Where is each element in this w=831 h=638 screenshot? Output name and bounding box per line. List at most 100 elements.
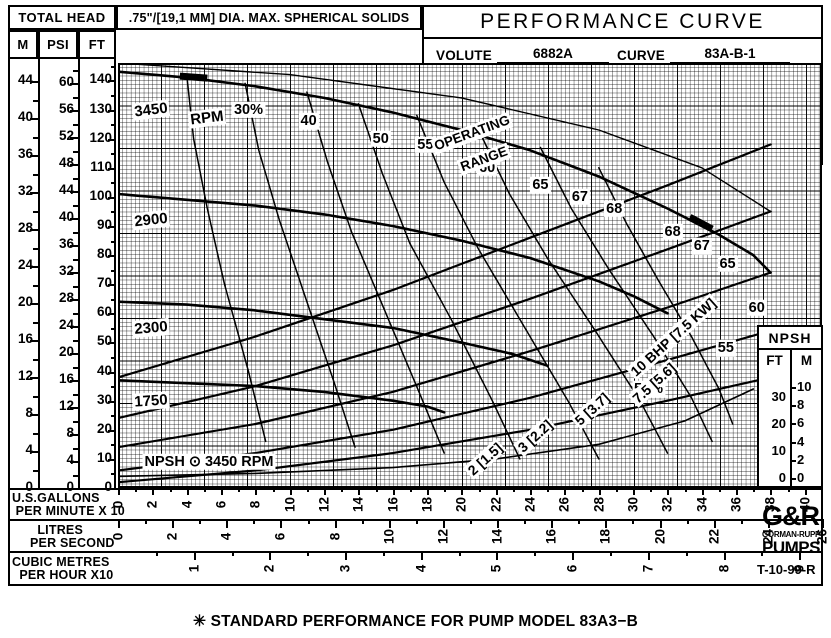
- x-tickmark: [420, 551, 423, 560]
- x-halftick: [253, 519, 256, 525]
- x-tickmark: [289, 488, 292, 495]
- y-tickmark: [70, 191, 78, 194]
- x-halftick: [470, 519, 472, 525]
- y-tick-psi-56: 56: [58, 101, 74, 117]
- efficiency-label-10: 65: [717, 255, 738, 273]
- x-halftick: [581, 488, 584, 493]
- x-tick-8: 8: [247, 500, 263, 509]
- x-tickmark: [701, 488, 704, 495]
- x-tickmark: [770, 488, 773, 495]
- x-tick-6: 6: [564, 564, 580, 573]
- y-halftick: [111, 357, 116, 359]
- x-tickmark: [667, 488, 670, 495]
- curve-value: 83A-B-1: [670, 46, 791, 63]
- head-curve-2300: [118, 300, 549, 368]
- x-tickmark: [530, 488, 533, 495]
- y-halftick: [73, 420, 78, 423]
- x-tickmark: [172, 519, 175, 528]
- y-tick-ft-140: 140: [89, 71, 112, 87]
- y-tick-m-20: 20: [17, 294, 33, 310]
- y-halftick: [111, 269, 116, 272]
- y-tick-ft-110: 110: [90, 158, 112, 174]
- head-curve-1750: [118, 378, 446, 414]
- y-halftick: [111, 95, 116, 98]
- left-axis-frame: [8, 59, 116, 488]
- y-tick-ft-120: 120: [89, 129, 112, 145]
- x-tickmark: [598, 488, 601, 495]
- x-tick-30: 30: [625, 496, 641, 513]
- y-halftick: [73, 474, 78, 477]
- y-tick-m-16: 16: [17, 331, 33, 347]
- x-tick-16: 16: [385, 496, 401, 513]
- y-halftick: [73, 447, 78, 450]
- y-halftick: [73, 231, 78, 234]
- y-tickmark: [30, 118, 38, 121]
- x-tickmark: [647, 551, 650, 560]
- y-halftick: [111, 473, 116, 476]
- y-tick-psi-28: 28: [58, 290, 74, 306]
- operating-range-marker-left: [179, 72, 208, 82]
- y-halftick: [111, 298, 116, 301]
- y-tick-ft-10: 10: [96, 449, 112, 465]
- power-curve-10: [118, 143, 772, 379]
- operating-range-marker-right: [688, 214, 714, 233]
- y-tickmark: [108, 429, 116, 432]
- gorman-rupp-logo: G&R: [762, 501, 820, 531]
- x-halftick: [458, 551, 461, 557]
- x-halftick: [203, 488, 206, 493]
- x-tick-20: 20: [453, 496, 469, 513]
- x-halftick: [375, 488, 378, 493]
- x-tickmark: [193, 551, 196, 560]
- npsh-m-tickmark: [790, 441, 796, 444]
- x-tickmark: [736, 488, 739, 495]
- x-tick-2: 2: [144, 500, 160, 509]
- x-tickmark: [280, 519, 283, 528]
- doc-code: T-10-99-R: [757, 562, 816, 577]
- y-tick-psi-20: 20: [58, 344, 74, 360]
- y-tick-psi-52: 52: [58, 128, 74, 144]
- x-halftick: [547, 488, 550, 493]
- npsh-unit-m: M: [800, 353, 813, 368]
- npsh-m-tick-8: 8: [797, 397, 805, 413]
- npsh-m-tick-2: 2: [797, 451, 805, 467]
- x-tick-6: 6: [272, 532, 288, 541]
- y-tickmark: [70, 218, 78, 221]
- x-tickmark: [633, 488, 636, 495]
- y-halftick: [73, 150, 78, 153]
- y-halftick: [111, 240, 116, 243]
- x-halftick: [415, 519, 418, 525]
- npsh-title-label: NPSH: [768, 329, 812, 346]
- y-halftick: [73, 312, 78, 315]
- y-tickmark: [30, 414, 38, 417]
- y-tick-psi-12: 12: [58, 398, 74, 414]
- y-halftick: [111, 386, 116, 389]
- x-tickmark: [388, 519, 391, 528]
- x-halftick: [534, 551, 537, 557]
- y-tickmark: [30, 229, 38, 232]
- x-tick-12: 12: [316, 496, 332, 513]
- y-tick-m-32: 32: [17, 183, 33, 199]
- npsh-ft-tick-10: 10: [771, 442, 786, 458]
- y-halftick: [111, 182, 116, 185]
- npsh-panel-divider: [790, 350, 792, 488]
- efficiency-line-6: [539, 146, 713, 443]
- y-halftick: [111, 327, 116, 330]
- y-tickmark: [108, 109, 116, 112]
- x-tickmark: [255, 488, 258, 495]
- unit-m-label: M: [17, 37, 29, 52]
- y-tickmark: [30, 377, 38, 380]
- bottom-axis-line-1: [8, 519, 823, 521]
- efficiency-line-2: [306, 91, 445, 454]
- y-tickmark: [108, 284, 116, 287]
- x-axis-name-m3h: CUBIC METRES PER HOUR X10 CUBIC METRES P…: [12, 555, 114, 582]
- x-tickmark: [495, 488, 498, 495]
- power-curve-2: [118, 376, 772, 484]
- efficiency-label-8: 68: [662, 223, 683, 241]
- x-halftick: [238, 488, 241, 493]
- npsh-m-tickmark: [790, 478, 796, 480]
- y-tick-psi-40: 40: [58, 209, 74, 225]
- x-halftick: [684, 488, 687, 493]
- x-tickmark: [659, 519, 662, 528]
